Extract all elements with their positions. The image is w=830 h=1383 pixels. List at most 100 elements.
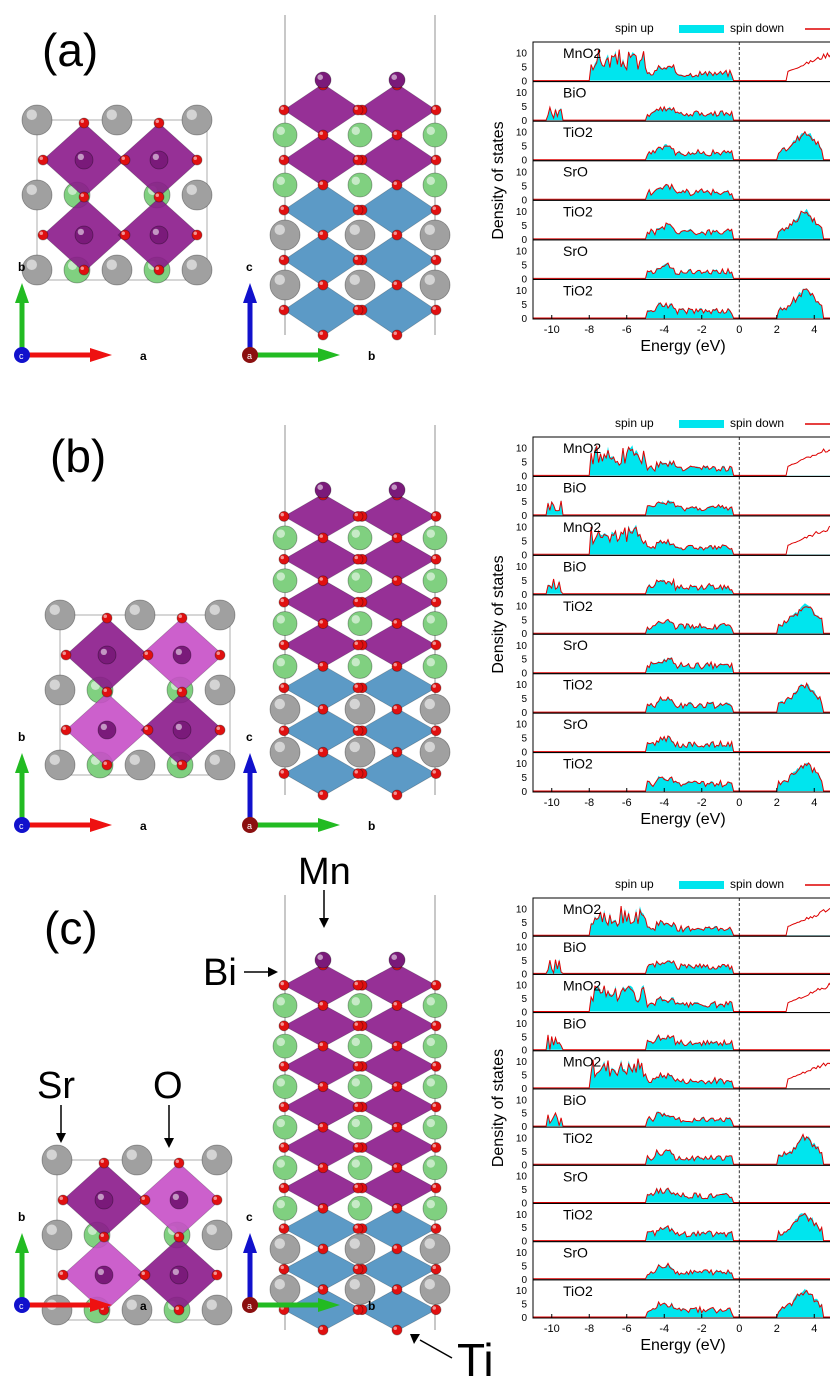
y-tick-label: 10 xyxy=(516,1133,528,1144)
bi-atom xyxy=(272,568,298,594)
bi-atom xyxy=(272,172,298,198)
o-atom-highlight xyxy=(141,1196,145,1200)
panel-label-a: (a) xyxy=(42,24,98,76)
dos-layer-row: MnO2 0 5 10 xyxy=(516,41,830,88)
bi-atom xyxy=(422,172,448,198)
annotation-arrowhead-o xyxy=(164,1138,174,1148)
o-atom xyxy=(278,639,290,651)
dos-spin-down-line xyxy=(533,681,830,713)
o-atom xyxy=(391,618,403,629)
dos-layer-label: TiO2 xyxy=(563,1130,593,1146)
axis-label-origin: c xyxy=(19,821,24,831)
dos-spin-down-line xyxy=(533,525,830,555)
sr-atom xyxy=(121,1294,153,1326)
o-atom xyxy=(352,511,364,522)
sr-atom-highlight xyxy=(106,259,117,270)
bi-atom xyxy=(422,1074,448,1100)
sr-atom-highlight xyxy=(26,109,37,120)
y-tick-label: 0 xyxy=(521,590,527,601)
mn-atom-highlight xyxy=(391,484,398,491)
o-atom-highlight xyxy=(280,598,284,603)
o-atom xyxy=(142,649,154,661)
o-atom-highlight xyxy=(121,156,125,160)
o-atom-highlight xyxy=(144,651,148,655)
x-tick-label: -10 xyxy=(544,324,560,336)
dos-layer-row: MnO2 0 5 10 xyxy=(516,436,830,482)
bi-atom xyxy=(422,611,448,636)
y-tick-label: 0 xyxy=(521,1237,527,1248)
o-atom-highlight xyxy=(280,1184,284,1189)
o-atom xyxy=(430,104,442,116)
o-atom-highlight xyxy=(354,1022,358,1026)
annotation-arrowhead-sr xyxy=(56,1133,66,1143)
o-atom xyxy=(352,979,364,991)
bi-atom-highlight xyxy=(276,529,285,538)
x-tick-label: 0 xyxy=(736,1323,742,1335)
dos-layer-label: MnO2 xyxy=(563,440,601,456)
o-atom xyxy=(352,1020,364,1032)
o-atom xyxy=(430,1020,442,1032)
legend-spin-up-label: spin up xyxy=(615,416,654,430)
sr-atom xyxy=(44,599,76,631)
bi-atom-highlight xyxy=(276,126,285,135)
o-atom xyxy=(278,1020,290,1032)
o-atom-highlight xyxy=(432,555,436,560)
o-atom xyxy=(352,768,364,779)
o-atom xyxy=(278,979,290,991)
sr-atom-highlight xyxy=(206,1299,217,1310)
sr-atom xyxy=(124,599,156,631)
x-tick-label: 2 xyxy=(774,1323,780,1335)
y-axis-label: Density of states xyxy=(490,1049,507,1167)
dos-chart: spin up spin downMnO20510BiO0510MnO20510B… xyxy=(490,416,830,828)
o-atom-highlight xyxy=(393,748,397,753)
sr-atom-highlight xyxy=(274,741,285,753)
sr-atom xyxy=(269,736,301,768)
annotation-arrow-ti xyxy=(419,1339,453,1359)
legend-spin-up-label: spin up xyxy=(615,877,654,891)
o-atom xyxy=(278,1142,290,1153)
mn-atom-highlight xyxy=(317,74,324,80)
sr-atom-highlight xyxy=(49,754,60,765)
o-atom-highlight xyxy=(432,1265,436,1270)
sr-atom-highlight xyxy=(424,1278,435,1290)
o-atom xyxy=(352,1223,364,1235)
axis-label-origin: c xyxy=(19,1301,24,1311)
y-tick-label: 0 xyxy=(521,77,527,88)
x-axis-label: Energy (eV) xyxy=(640,1337,725,1354)
o-atom xyxy=(352,304,364,316)
o-atom-highlight xyxy=(280,256,284,260)
x-tick-label: 4 xyxy=(811,1323,817,1335)
axis-label-vertical: c xyxy=(246,1210,253,1224)
o-atom-highlight xyxy=(319,1285,323,1290)
y-tick-label: 0 xyxy=(521,748,527,759)
o-atom xyxy=(391,1081,403,1093)
dos-layer-row: SrO 0 5 10 xyxy=(516,712,830,759)
o-atom xyxy=(391,1121,403,1133)
sr-atom-highlight xyxy=(424,274,435,285)
o-atom-highlight xyxy=(319,620,323,624)
axis-vertical-head xyxy=(243,753,257,773)
o-atom xyxy=(391,229,403,241)
o-atom xyxy=(430,1060,442,1072)
o-atom xyxy=(139,1194,151,1206)
axis-label-vertical: b xyxy=(18,260,25,274)
dos-layer-label: MnO2 xyxy=(563,45,601,61)
o-atom-highlight xyxy=(280,727,284,731)
o-atom-highlight xyxy=(280,555,284,560)
o-atom xyxy=(317,1284,329,1295)
sr-atom xyxy=(204,749,236,781)
o-atom-highlight xyxy=(39,156,43,160)
axis-origin xyxy=(242,1297,258,1313)
y-tick-label: 0 xyxy=(521,1008,527,1019)
x-tick-label: -2 xyxy=(697,797,707,809)
legend: spin up spin down xyxy=(615,21,830,35)
bi-atom-highlight xyxy=(351,572,360,581)
o-atom xyxy=(142,724,154,736)
o-atom xyxy=(317,279,329,291)
y-tick-label: 10 xyxy=(516,246,528,257)
o-atom xyxy=(278,768,290,779)
o-atom xyxy=(176,686,188,698)
dos-layer-row: TiO2 0 5 10 xyxy=(516,594,830,640)
bi-atom-highlight xyxy=(426,176,435,185)
o-atom-highlight xyxy=(354,1062,358,1067)
